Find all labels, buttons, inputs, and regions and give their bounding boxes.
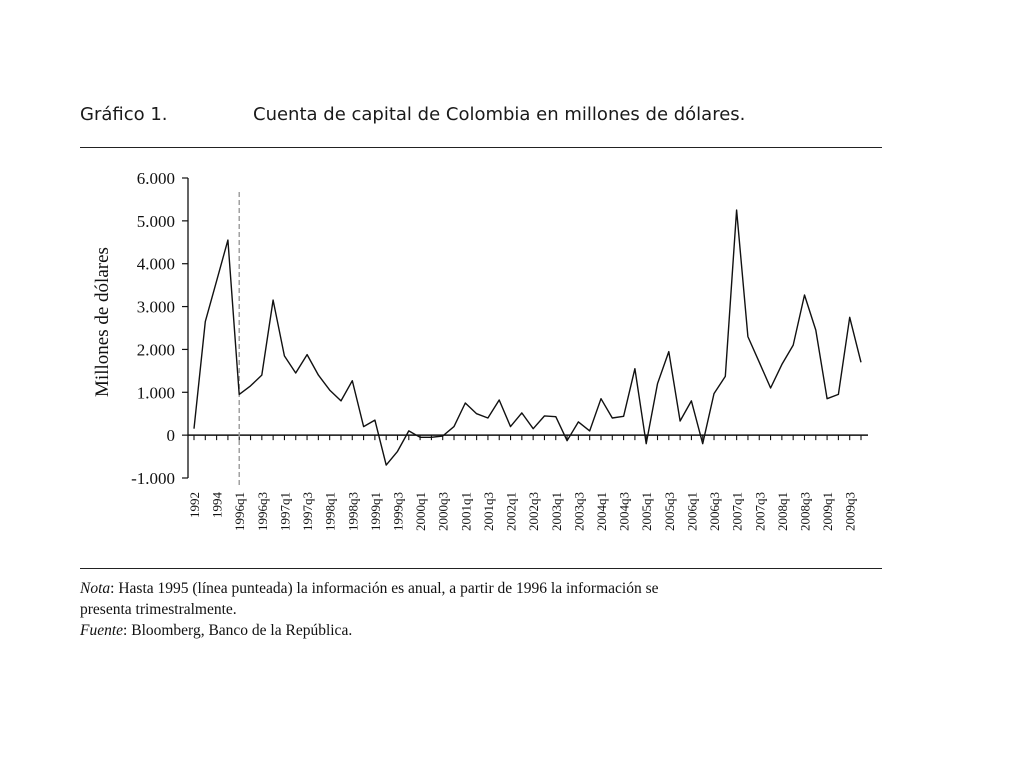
x-tick-label: 2006q3 [707,492,722,531]
x-tick-label: 2002q1 [504,492,519,531]
x-tick-label: 1994 [210,492,225,519]
x-tick-label: 2002q3 [526,492,541,531]
x-tick-label: 2009q1 [820,492,835,531]
x-tick-label: 1999q1 [368,492,383,531]
x-tick-label: 2008q1 [775,492,790,531]
x-tick-label: 2007q3 [752,492,767,531]
source-text: : Bloomberg, Banco de la República. [123,622,353,639]
x-tick-label: 1997q3 [300,492,315,531]
y-axis-label: Millones de dólares [92,247,113,397]
note-label: Nota [80,580,111,597]
figure-title: Cuenta de capital de Colombia en millone… [253,104,746,125]
y-tick-label: 2.000 [137,340,175,359]
x-tick-label: 1992 [187,492,202,518]
y-tick-label: 4.000 [137,255,175,274]
source-label: Fuente [80,622,124,639]
figure-number: Gráfico 1. [80,104,168,125]
x-tick-label: 2000q3 [436,492,451,531]
bottom-rule [80,568,882,569]
series-line [193,209,862,466]
x-tick-label: 2005q1 [639,492,654,531]
note-text: : Hasta 1995 (línea punteada) la informa… [110,580,659,597]
x-tick-label: 2007q1 [730,492,745,531]
x-tick-label: 2006q1 [684,492,699,531]
x-tick-label: 1997q1 [277,492,292,531]
figure-notes: Nota: Hasta 1995 (línea punteada) la inf… [80,578,886,641]
x-tick-label: 2003q1 [549,492,564,531]
x-tick-label: 2003q3 [571,492,586,531]
x-tick-label: 1998q3 [345,492,360,531]
x-tick-label: 2001q1 [458,492,473,531]
note-text-cont: presenta trimestralmente. [80,601,237,618]
x-tick-label: 2009q3 [843,492,858,531]
x-tick-label: 1998q1 [323,492,338,531]
x-tick-label: 1996q3 [255,492,270,531]
y-tick-label: 1.000 [137,383,175,402]
y-tick-label: 3.000 [137,298,175,317]
x-tick-label: 2000q1 [413,492,428,531]
y-tick-label: 5.000 [137,212,175,231]
x-tick-label: 1996q1 [232,492,247,531]
x-tick-label: 2001q3 [481,492,496,531]
source-line: Fuente: Bloomberg, Banco de la República… [80,620,886,641]
y-tick-label: -1.000 [131,469,175,488]
figure-header: Gráfico 1. Cuenta de capital de Colombia… [80,104,882,132]
y-tick-label: 6.000 [137,169,175,188]
x-tick-label: 2004q1 [594,492,609,531]
top-rule [80,147,882,148]
x-tick-label: 2008q3 [797,492,812,531]
x-tick-label: 2004q3 [617,492,632,531]
note-line: Nota: Hasta 1995 (línea punteada) la inf… [80,578,886,599]
x-tick-label: 1999q3 [390,492,405,531]
y-tick-label: 0 [167,426,176,445]
note-line-2: presenta trimestralmente. [80,599,886,620]
plot-area: -1.000 0 1.000 2.000 3.000 4.000 5.000 6.000 199… [131,169,868,531]
x-tick-label: 2005q3 [662,492,677,531]
